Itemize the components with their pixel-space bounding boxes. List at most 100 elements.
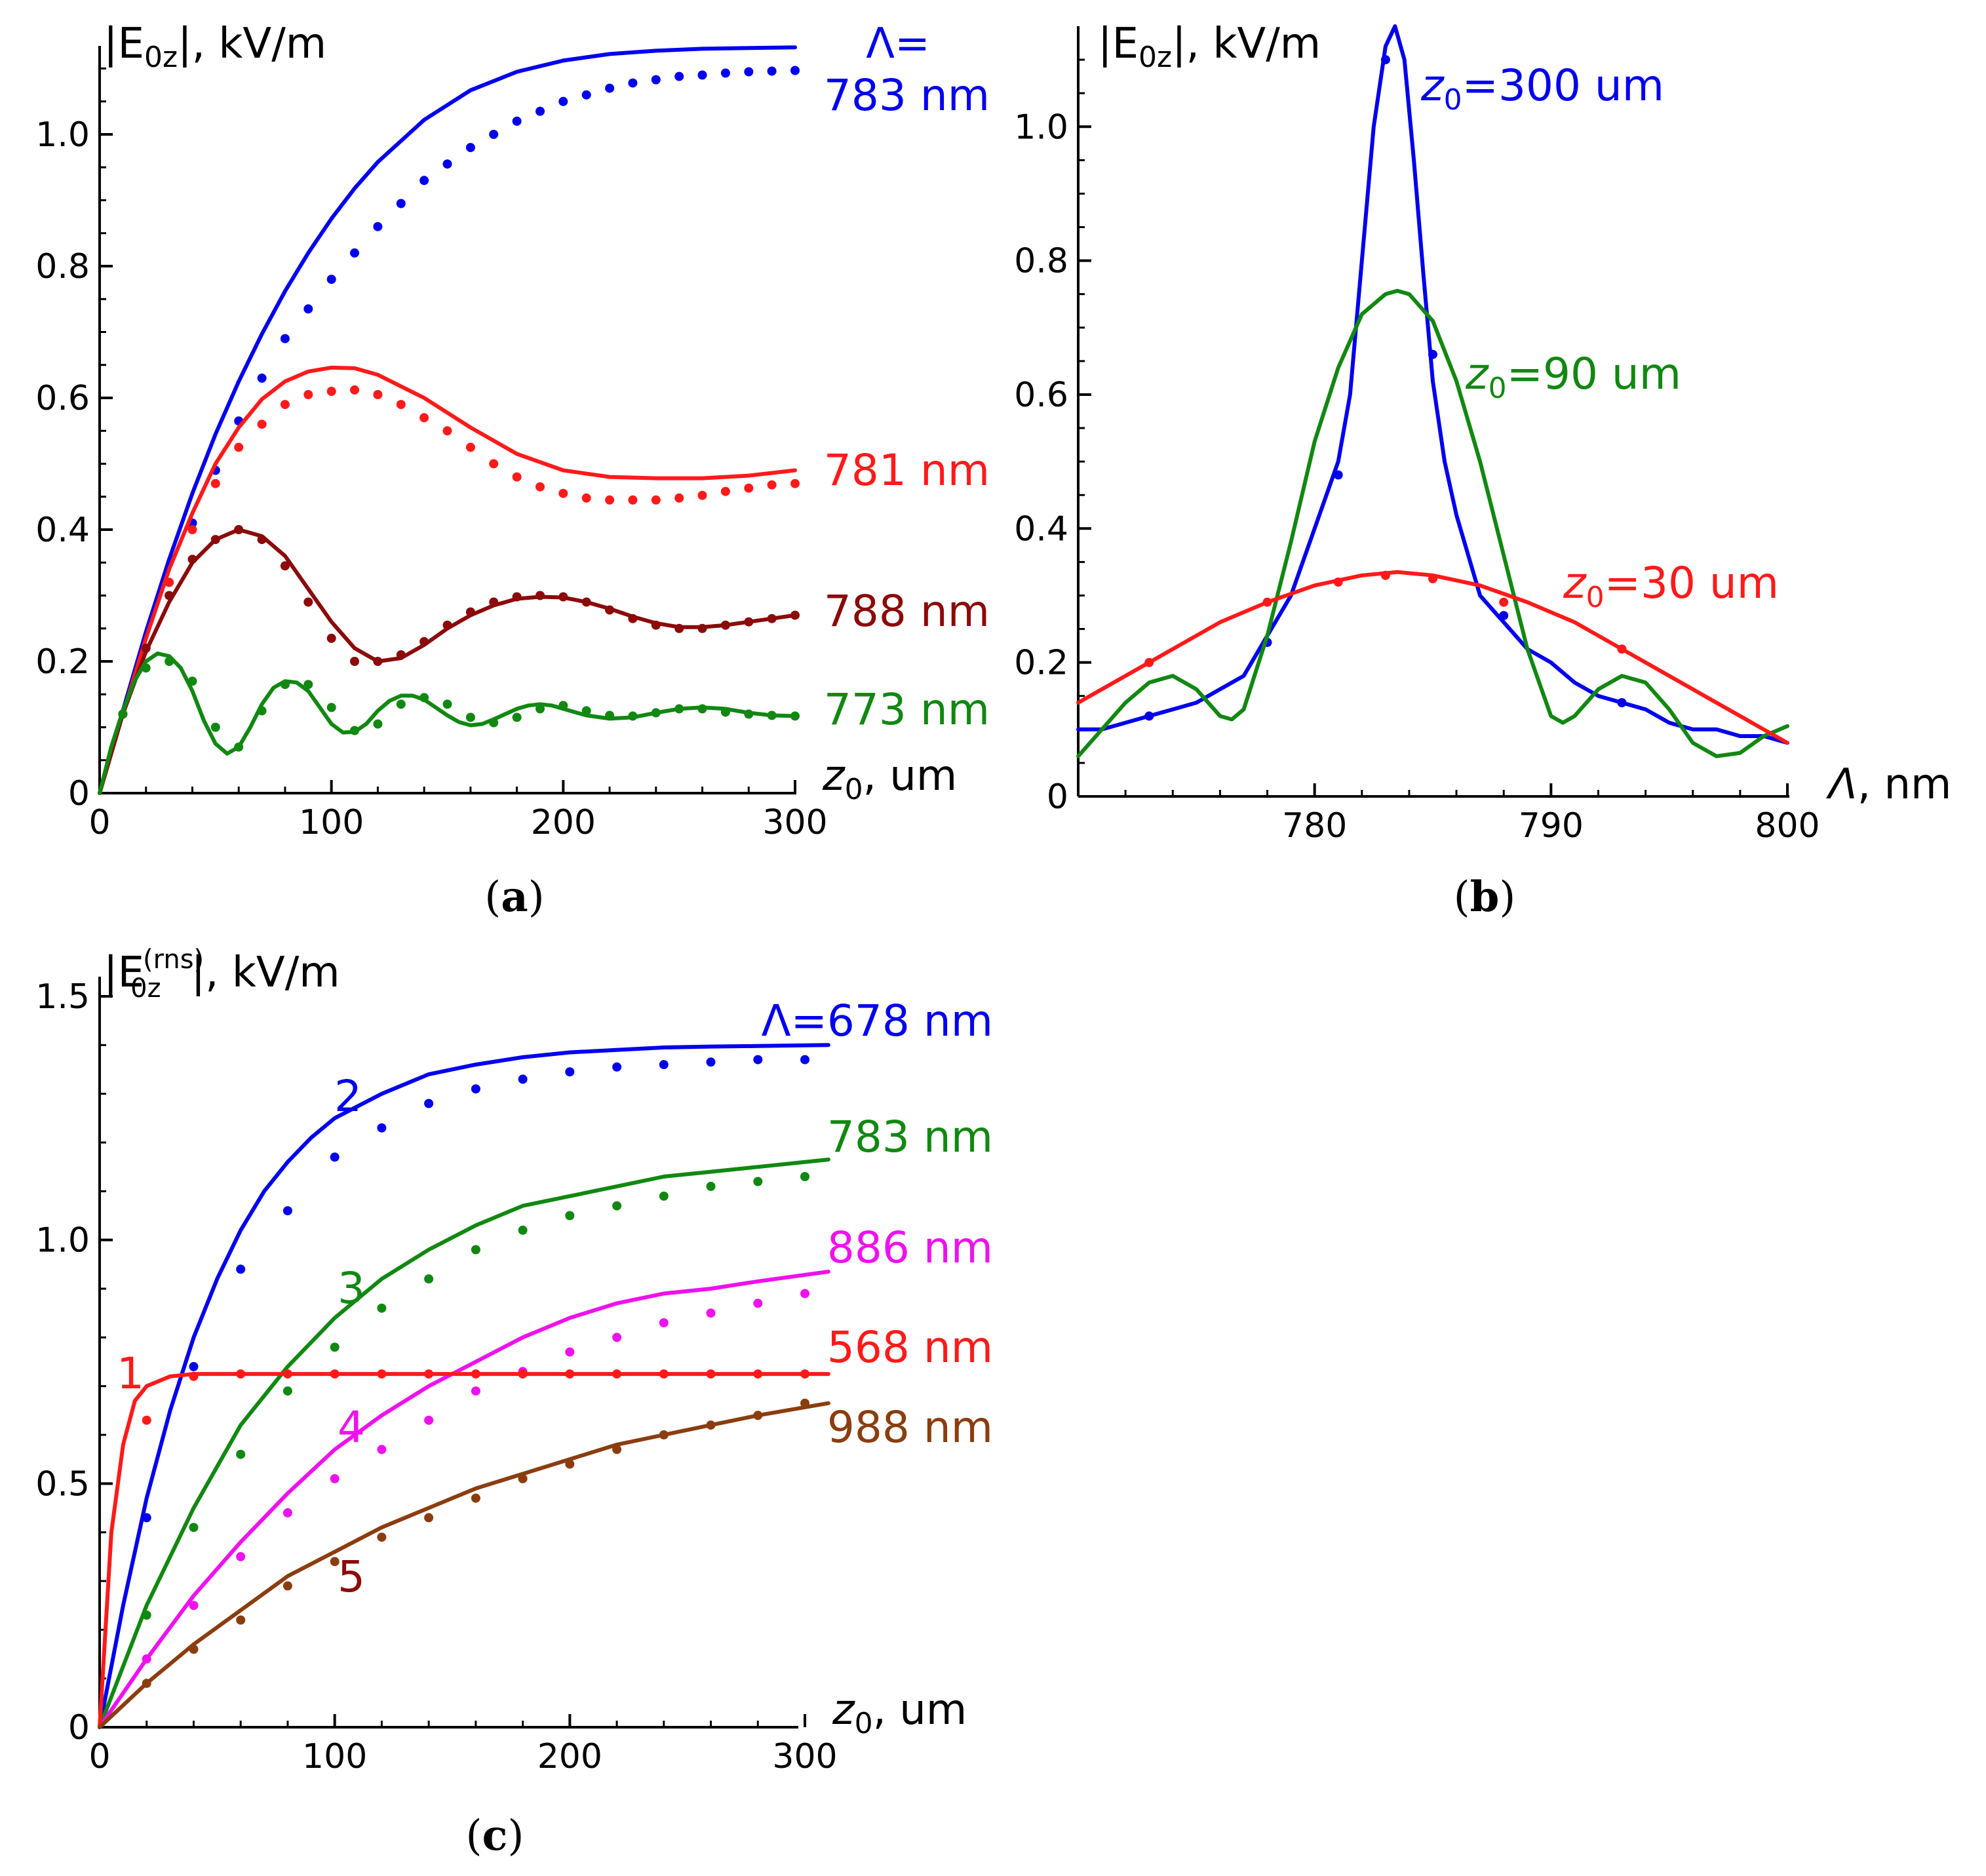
data-point — [471, 1386, 480, 1396]
data-point — [396, 199, 406, 208]
data-point — [471, 1493, 480, 1503]
y-tick-label: 0.5 — [35, 1464, 90, 1504]
data-point — [303, 304, 313, 314]
data-point — [659, 1318, 669, 1327]
panel-b-axes: 0 0.2 0.4 0.6 0.8 1.0 780 790 800 — [1014, 26, 1820, 846]
data-point — [800, 1172, 809, 1181]
x-tick-label: 0 — [88, 1737, 110, 1776]
data-point — [489, 130, 499, 139]
data-point — [236, 1615, 246, 1625]
data-point — [628, 495, 638, 505]
data-point — [187, 525, 197, 534]
data-point — [565, 1347, 575, 1357]
data-point — [565, 1459, 575, 1469]
x-tick-label: 200 — [537, 1737, 602, 1776]
data-point — [330, 1152, 340, 1162]
series-line — [98, 528, 797, 795]
x-tick-label: 800 — [1755, 806, 1820, 846]
series-line — [1076, 288, 1789, 758]
data-point — [424, 1274, 434, 1284]
panel-b-series — [1076, 24, 1789, 758]
data-point — [753, 1411, 763, 1420]
y-tick-label: 0.6 — [1014, 376, 1068, 415]
data-point — [753, 1055, 763, 1065]
data-point — [377, 1303, 387, 1313]
data-point — [1333, 577, 1343, 587]
data-point — [419, 636, 429, 646]
y-tick-label: 1.5 — [35, 977, 90, 1017]
y-tick-label: 0.4 — [35, 511, 90, 550]
data-point — [753, 1299, 763, 1308]
series-line — [1076, 24, 1789, 745]
curve-number-4: 4 — [338, 1402, 365, 1453]
data-point — [396, 699, 406, 709]
label-568nm: 568 nm — [827, 1322, 993, 1373]
data-point — [234, 525, 244, 534]
data-point — [612, 1445, 622, 1455]
data-point — [674, 71, 684, 81]
panel-a-series — [98, 45, 800, 795]
data-point — [280, 561, 290, 571]
data-point — [189, 1523, 199, 1533]
data-point — [1380, 55, 1390, 65]
data-point — [581, 493, 591, 503]
data-point — [744, 67, 754, 77]
data-point — [280, 334, 290, 343]
data-point — [800, 1055, 809, 1065]
series-line — [98, 365, 797, 795]
data-point — [210, 479, 220, 488]
data-point — [465, 607, 475, 617]
data-point — [326, 275, 336, 284]
data-point — [706, 1308, 716, 1318]
data-point — [330, 1474, 340, 1483]
x-tick-label: 200 — [531, 803, 596, 842]
data-point — [605, 83, 615, 93]
y-tick-label: 0.2 — [1014, 644, 1068, 683]
data-point — [189, 1601, 199, 1611]
curve-number-3: 3 — [338, 1263, 365, 1314]
data-point — [612, 1062, 622, 1072]
label-lambda-prefix: Λ= — [866, 20, 929, 68]
data-point — [697, 70, 707, 80]
data-point — [558, 96, 568, 106]
data-point — [558, 592, 568, 602]
data-point — [377, 1369, 387, 1379]
data-point — [535, 482, 545, 492]
data-point — [141, 663, 151, 673]
data-point — [512, 116, 522, 126]
data-point — [612, 1201, 622, 1211]
data-point — [236, 1264, 246, 1274]
data-point — [257, 535, 267, 545]
data-point — [141, 643, 151, 653]
data-point — [706, 1057, 716, 1067]
data-point — [142, 1513, 151, 1523]
data-point — [303, 680, 313, 690]
data-point — [330, 1369, 340, 1379]
data-point — [282, 1206, 292, 1216]
x-tick-label: 300 — [772, 1737, 837, 1776]
data-point — [674, 623, 684, 633]
data-point — [767, 614, 777, 623]
y-tick-label: 0 — [68, 1708, 90, 1748]
y-tick-label: 0.8 — [1014, 242, 1068, 281]
data-point — [753, 1369, 763, 1379]
data-point — [1617, 644, 1627, 654]
label-678nm: Λ=678 nm — [761, 996, 993, 1046]
curve-number-1: 1 — [117, 1348, 144, 1399]
data-point — [706, 1181, 716, 1191]
y-tick-label: 1.0 — [35, 1221, 90, 1260]
data-point — [790, 610, 800, 620]
data-point — [628, 78, 638, 88]
data-point — [282, 1386, 292, 1396]
data-point — [674, 704, 684, 714]
data-point — [628, 711, 638, 721]
panel-c: 0 0.5 1.0 1.5 0 100 200 300 |E(rns) 0z |, kV/m z0… — [35, 945, 993, 1860]
data-point — [512, 713, 522, 722]
caption-b: (b) — [1454, 872, 1516, 922]
data-point — [518, 1074, 528, 1084]
x-tick-label: 0 — [88, 803, 110, 842]
y-tick-label: 1.0 — [1014, 107, 1068, 147]
data-point — [1428, 349, 1437, 359]
data-point — [187, 555, 197, 564]
